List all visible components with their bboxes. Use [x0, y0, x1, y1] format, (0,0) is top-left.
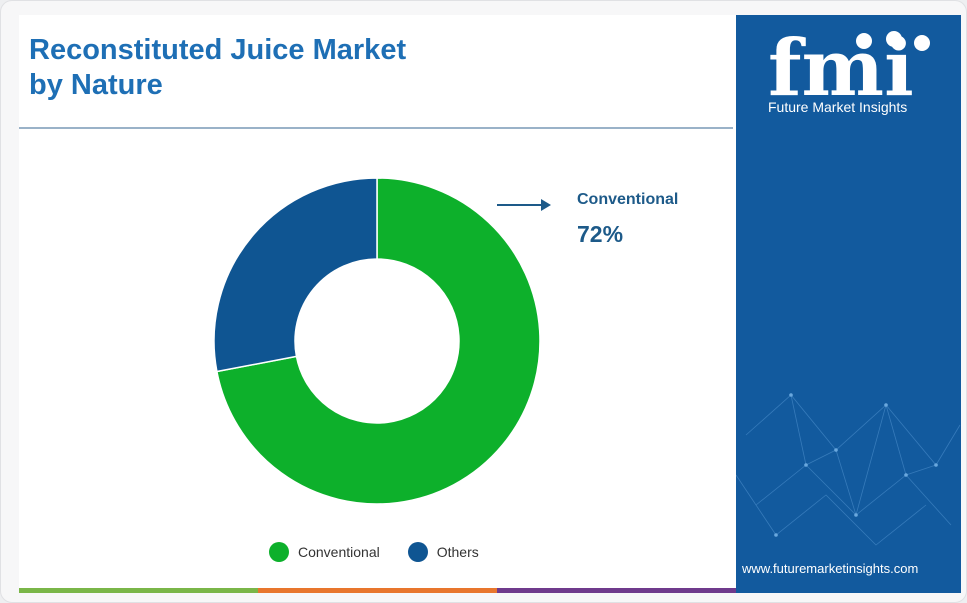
globe-icon — [914, 35, 930, 51]
title-divider — [19, 127, 733, 129]
legend-label-others: Others — [436, 544, 479, 560]
callout-value: 72% — [577, 221, 624, 247]
globe-icon — [856, 33, 872, 49]
legend-swatch-conventional — [269, 542, 289, 562]
legend-swatch-others — [407, 542, 428, 562]
network-decoration — [736, 393, 961, 546]
globe-icon — [886, 31, 902, 47]
legend-label-conventional: Conventional — [298, 544, 380, 560]
bottom-color-bar — [19, 588, 736, 593]
donut-slice-others — [213, 177, 378, 373]
donut-slice-conventional — [216, 177, 541, 505]
bottom-bar-segment — [258, 588, 497, 593]
website-url: www.futuremarketinsights.com — [742, 561, 919, 576]
bottom-bar-segment — [19, 588, 258, 593]
callout-arrow — [497, 199, 551, 211]
chart-title: Reconstituted Juice Market by Nature — [29, 34, 407, 101]
chart-legend: Conventional Others — [269, 542, 479, 562]
donut-chart — [213, 177, 551, 505]
legend-item-conventional: Conventional — [269, 542, 380, 562]
legend-item-others: Others — [407, 542, 479, 562]
fmi-logo: fmi — [768, 29, 930, 105]
brand-panel: fmi Future Market Insights — [736, 15, 961, 593]
bottom-bar-segment — [497, 588, 736, 593]
infographic-card: Reconstituted Juice Market by Nature Con… — [19, 15, 961, 593]
brand-name: Future Market Insights — [768, 99, 908, 115]
callout-label: Conventional — [577, 191, 679, 208]
